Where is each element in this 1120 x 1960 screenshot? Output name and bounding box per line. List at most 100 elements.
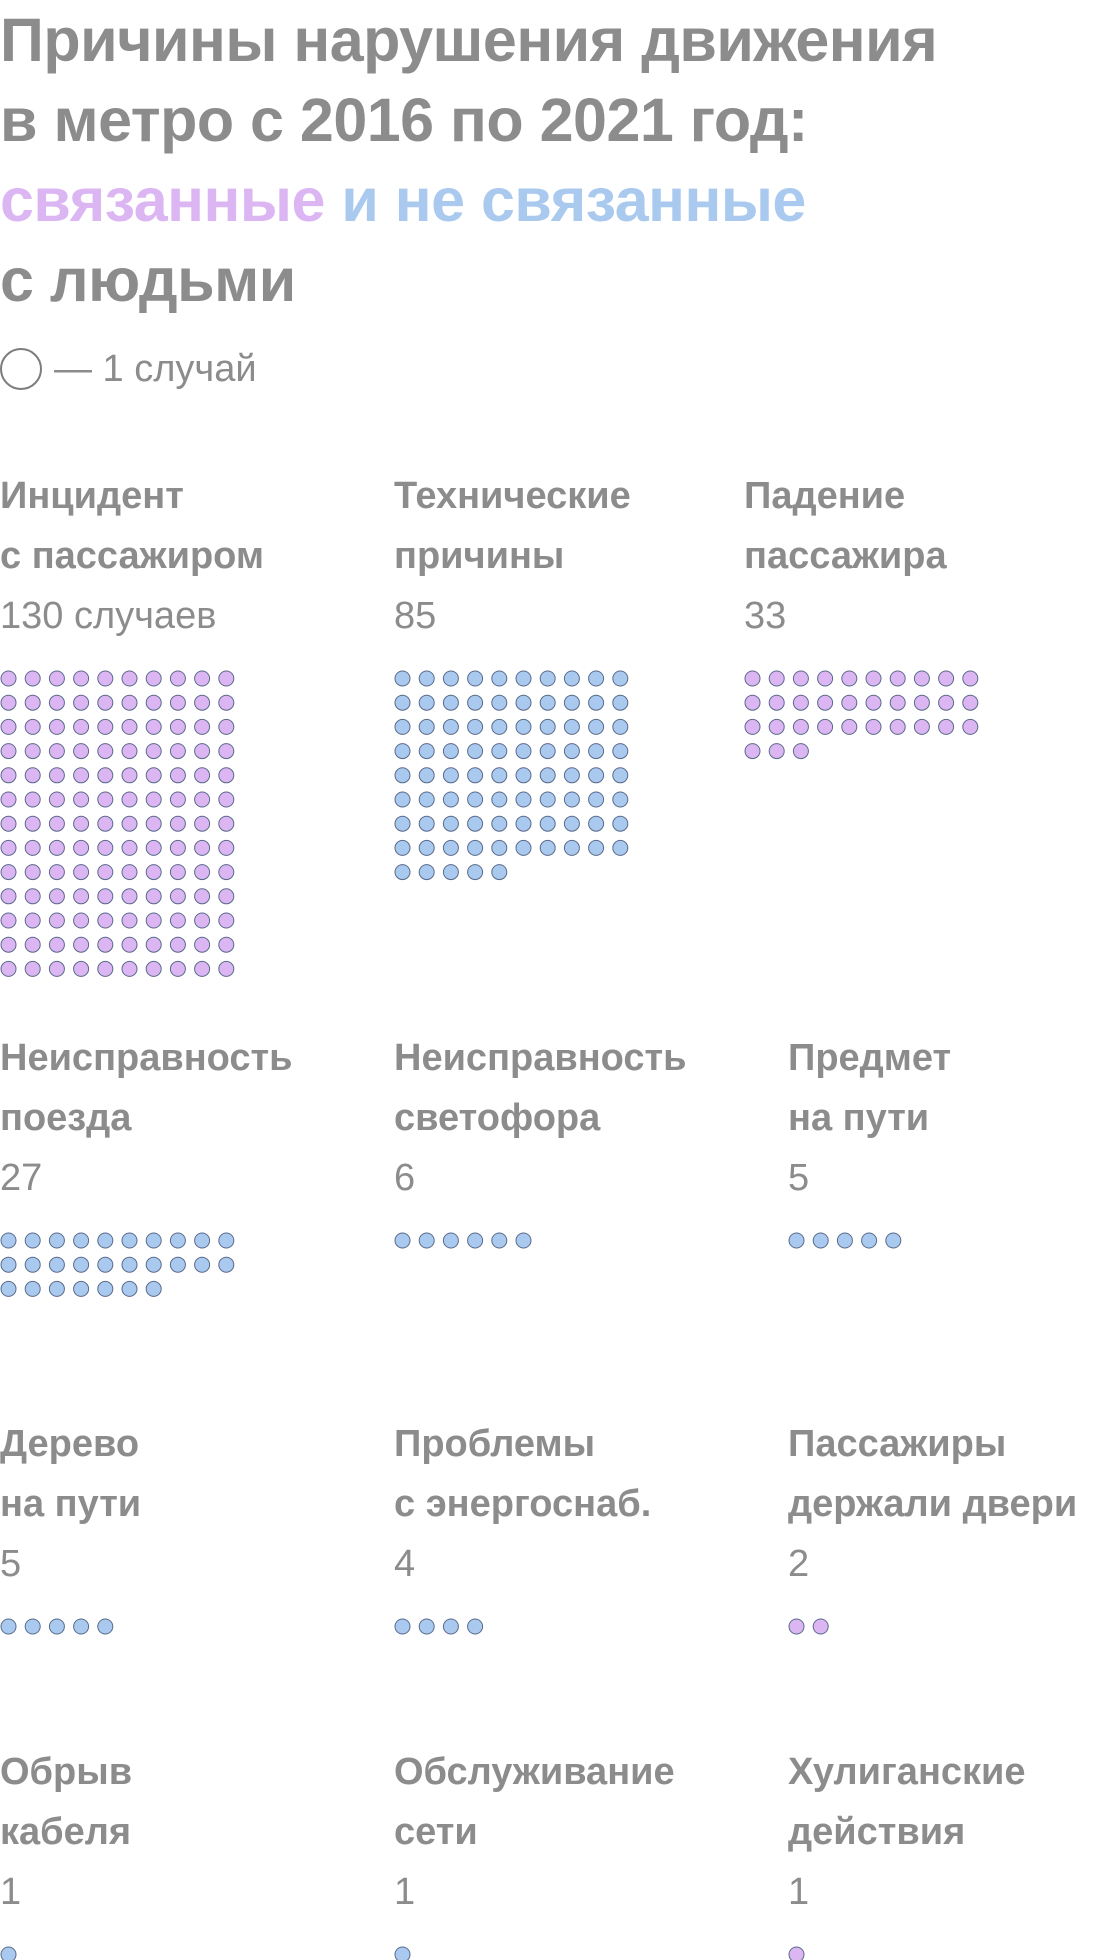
dot-grid [394,1946,411,1960]
case-dot [73,791,90,808]
case-dot [467,767,484,784]
case-dot [467,839,484,856]
legend-circle-icon [0,348,42,390]
case-dot [194,718,211,735]
case-dot [588,839,605,856]
category-count: 1 [788,1871,810,1913]
case-dot [563,767,580,784]
case-dot [24,1618,41,1635]
case-dot [442,767,459,784]
case-dot [121,815,138,832]
case-dot [97,694,114,711]
case-dot [73,1256,90,1273]
category-label-line-1: Дерево [0,1423,140,1465]
category-panel: Предмет на пути 5 [788,1028,951,1208]
category-panel: Обрыв кабеля 1 [0,1742,132,1922]
category-label-line-2: сети [394,1811,478,1853]
case-dot [768,670,785,687]
case-dot [48,960,65,977]
case-dot [467,694,484,711]
case-dot [0,791,17,808]
case-dot [394,743,411,760]
case-dot [394,694,411,711]
case-dot [467,791,484,808]
case-dot [0,694,17,711]
case-dot [194,670,211,687]
case-dot [121,839,138,856]
case-dot [563,718,580,735]
category-panel: Пассажиры держали двери 2 [788,1414,1077,1594]
case-dot [24,815,41,832]
case-dot [539,718,556,735]
case-dot [913,718,930,735]
case-dot [121,864,138,881]
case-dot [48,791,65,808]
case-dot [788,1618,805,1635]
case-dot [865,694,882,711]
category-panel: Обслуживание сети 1 [394,1742,675,1922]
case-dot [24,718,41,735]
case-dot [792,718,809,735]
case-dot [169,839,186,856]
case-dot [841,670,858,687]
case-dot [418,1232,435,1249]
case-dot [145,912,162,929]
case-dot [491,767,508,784]
case-dot [467,743,484,760]
case-dot [169,670,186,687]
case-dot [889,718,906,735]
case-dot [0,1232,17,1249]
case-dot [169,960,186,977]
case-dot [861,1232,878,1249]
chart-title: Причины нарушения движения в метро с 201… [0,0,938,320]
case-dot [169,815,186,832]
case-dot [612,791,629,808]
case-dot [515,694,532,711]
case-dot [539,815,556,832]
case-dot [121,767,138,784]
title-human-related: связанные [0,166,325,234]
case-dot [73,670,90,687]
case-dot [467,718,484,735]
case-dot [394,718,411,735]
category-count: 85 [394,595,437,637]
case-dot [539,839,556,856]
category-label-line-1: Проблемы [394,1423,596,1465]
case-dot [588,743,605,760]
case-dot [97,791,114,808]
case-dot [612,767,629,784]
case-dot [97,1256,114,1273]
category-panel: Падение пассажира 33 [744,466,947,646]
case-dot [962,694,979,711]
case-dot [418,815,435,832]
case-dot [612,815,629,832]
case-dot [24,839,41,856]
case-dot [218,791,235,808]
case-dot [588,718,605,735]
case-dot [73,936,90,953]
case-dot [442,839,459,856]
case-dot [812,1232,829,1249]
legend-text: — 1 случай [54,347,257,390]
case-dot [97,888,114,905]
case-dot [588,767,605,784]
case-dot [194,743,211,760]
case-dot [48,864,65,881]
case-dot [73,815,90,832]
dot-grid [394,1618,484,1635]
case-dot [491,791,508,808]
case-dot [169,718,186,735]
category-label-line-2: пассажира [744,535,947,577]
case-dot [145,743,162,760]
case-dot [0,815,17,832]
category-label-line-2: светофора [394,1097,601,1139]
case-dot [563,743,580,760]
case-dot [442,718,459,735]
case-dot [768,694,785,711]
case-dot [563,815,580,832]
case-dot [145,1256,162,1273]
case-dot [24,1280,41,1297]
case-dot [218,815,235,832]
case-dot [744,694,761,711]
category-label-line-1: Инцидент [0,475,184,517]
